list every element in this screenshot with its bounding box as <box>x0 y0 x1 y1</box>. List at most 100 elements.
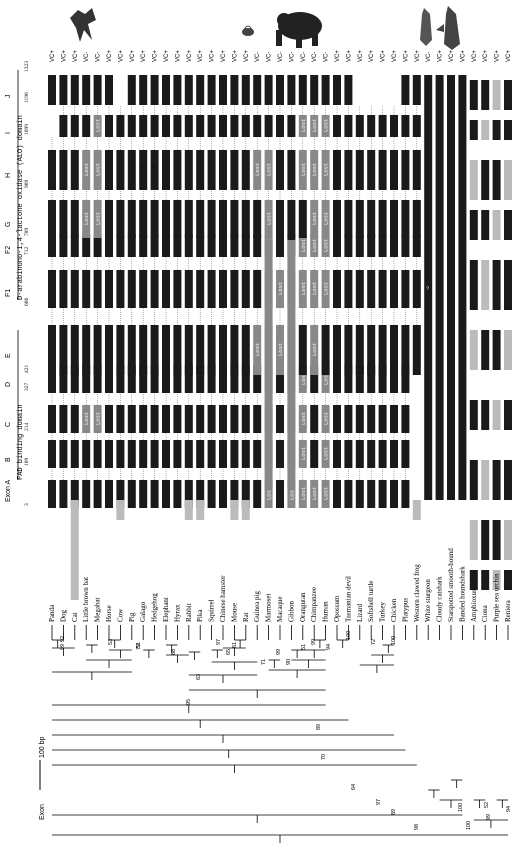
bootstrap-value: 99 <box>311 639 317 645</box>
exon-position: 1323 <box>24 61 30 72</box>
exon-block <box>469 260 478 310</box>
bat-silhouette <box>70 8 96 42</box>
lost-exon <box>82 200 91 238</box>
exon-block <box>93 270 102 308</box>
exon-block <box>378 440 387 468</box>
exon-block <box>184 325 193 375</box>
species-label: Hedgehog <box>151 593 159 622</box>
scale-bar: Exon 100 bp <box>39 736 46 820</box>
exon-block <box>469 160 478 200</box>
exon-block <box>287 200 296 238</box>
species-label: Ciona <box>481 604 489 622</box>
exon-label: H <box>5 173 12 178</box>
exon-block <box>93 440 102 468</box>
lost-exon <box>253 325 262 375</box>
exon-block <box>105 200 113 238</box>
exon-block <box>310 440 319 468</box>
exon-block <box>355 365 364 393</box>
exon-block <box>287 115 296 137</box>
vc-label: VC+ <box>232 50 238 62</box>
lost-exon <box>93 200 102 238</box>
missing-segment <box>116 500 125 520</box>
exon-position: 1099 <box>24 124 30 135</box>
lost-label: Lost <box>311 119 318 132</box>
species-label: Reniera <box>504 599 512 622</box>
exon-block <box>70 115 79 137</box>
exon-block <box>48 150 56 190</box>
lost-exon <box>310 325 319 375</box>
exon-block <box>162 270 170 308</box>
exon-block <box>298 200 307 238</box>
exon-position: 909 <box>24 180 30 189</box>
exon-block <box>253 115 262 137</box>
lost-label: Lost <box>288 487 295 500</box>
exon-block <box>70 405 79 433</box>
lost-exon <box>93 115 102 137</box>
exon-block <box>253 235 262 257</box>
exon-block <box>276 405 284 433</box>
exon-block <box>173 150 182 190</box>
lost-exon <box>321 405 330 433</box>
exon-block <box>105 75 113 105</box>
exon-position: 327 <box>24 383 30 392</box>
exon-block <box>173 75 182 105</box>
exon-block <box>59 235 68 257</box>
species-label: Chimpanzee <box>310 587 318 622</box>
bootstrap-value: 100 <box>391 636 397 645</box>
exon-label: F2 <box>5 246 12 254</box>
exon-block <box>116 325 125 375</box>
exon-block <box>127 405 136 433</box>
exon-block <box>82 365 91 393</box>
exon-block <box>390 270 398 308</box>
exon-block <box>469 120 478 140</box>
unknown-mark: ? <box>140 166 143 172</box>
exon-block <box>105 365 113 393</box>
exon-block <box>207 115 216 137</box>
exon-block <box>481 80 490 110</box>
exon-block <box>70 440 79 468</box>
exon-block <box>230 75 239 105</box>
exon-block <box>276 115 284 137</box>
vc-label: VC+ <box>472 50 478 62</box>
lost-exon <box>276 325 284 375</box>
bootstrap-value: 97 <box>216 639 222 645</box>
exon-label: B <box>5 457 12 462</box>
exon-block <box>253 440 262 468</box>
exon-block <box>333 115 341 137</box>
bootstrap-value: 89 <box>391 809 397 815</box>
exon-block <box>412 270 421 308</box>
bootstrap-value: 99 <box>276 649 282 655</box>
exon-block <box>401 115 410 137</box>
gorilla-silhouette <box>276 12 322 48</box>
exon-block <box>82 235 91 257</box>
exon-block <box>173 440 182 468</box>
exon-block <box>184 480 193 508</box>
species-label: Pig <box>128 612 136 622</box>
exon-block <box>207 200 216 238</box>
exon-block <box>481 210 490 240</box>
exon-block <box>139 325 148 375</box>
exon-block <box>401 200 410 238</box>
lost-label: Lost <box>323 119 330 132</box>
exon-block <box>48 440 56 468</box>
exon-block <box>59 440 68 468</box>
exon-block <box>93 75 102 105</box>
exon-block <box>48 75 56 105</box>
exon-block <box>492 460 501 500</box>
lost-label: Lost <box>323 372 330 385</box>
exon-block <box>378 115 387 137</box>
lost-exon <box>298 480 307 508</box>
bootstrap-value: 65 <box>226 649 232 655</box>
exon-block <box>82 115 91 137</box>
exon-block <box>207 325 216 375</box>
exon-block <box>150 325 159 375</box>
lost-exon <box>264 480 273 508</box>
lost-label: Lost <box>95 119 102 132</box>
exon-block <box>492 260 501 310</box>
species-label: Cloudy catshark <box>436 576 444 622</box>
exon-position: 421 <box>24 365 30 374</box>
exon-block <box>173 235 182 257</box>
exon-block <box>390 325 398 375</box>
